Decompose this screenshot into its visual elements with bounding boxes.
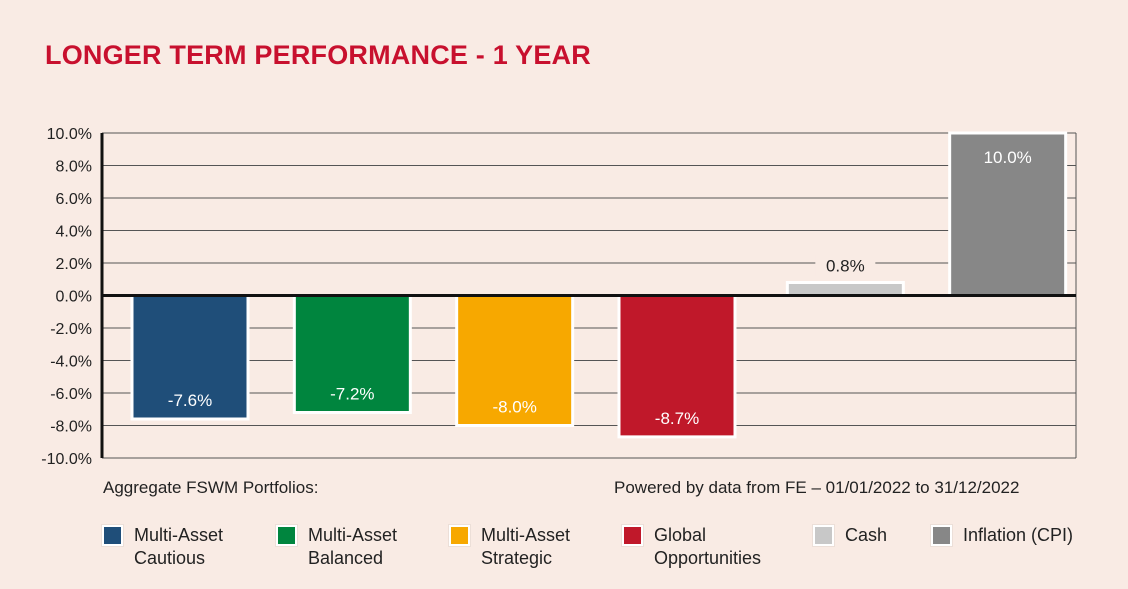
legend-item-multi-asset-strategic: Multi-Asset Strategic (449, 524, 570, 570)
legend-label: Global Opportunities (654, 525, 762, 568)
data-label: 10.0% (984, 148, 1032, 167)
bar (130, 294, 250, 421)
bar (785, 281, 905, 297)
legend-label: Multi-Asset Balanced (308, 525, 398, 568)
bar (292, 294, 412, 414)
legend-label: Multi-Asset Cautious (134, 525, 224, 568)
legend-item-cash: Cash (813, 524, 887, 547)
y-tick-label: -2.0% (50, 321, 92, 338)
bar (617, 294, 737, 439)
y-tick-label: -6.0% (50, 386, 92, 403)
bar (948, 131, 1068, 297)
y-tick-label: 0.0% (56, 289, 92, 306)
legend-label: Multi-Asset Strategic (481, 525, 571, 568)
legend-item-global-opportunities: Global Opportunities (622, 524, 761, 570)
legend-item-multi-asset-cautious: Multi-Asset Cautious (102, 524, 223, 570)
legend-swatch (449, 525, 470, 546)
legend-swatch (931, 525, 952, 546)
footnote-portfolios: Aggregate FSWM Portfolios: (103, 478, 319, 497)
y-tick-label: -8.0% (50, 419, 92, 436)
data-label: -8.7% (655, 409, 699, 428)
legend-label: Inflation (CPI) (963, 525, 1074, 545)
legend-swatch (276, 525, 297, 546)
data-label: -7.6% (168, 391, 212, 410)
legend-swatch (813, 525, 834, 546)
legend-swatch (622, 525, 643, 546)
y-tick-label: 4.0% (56, 224, 92, 241)
chart-title: LONGER TERM PERFORMANCE - 1 YEAR (45, 40, 591, 70)
legend-item-inflation-cpi: Inflation (CPI) (931, 524, 1073, 547)
data-label: 0.8% (826, 257, 865, 276)
bar (455, 294, 575, 427)
legend-label: Cash (845, 525, 888, 545)
y-tick-label: -10.0% (41, 451, 92, 468)
y-tick-label: 6.0% (56, 191, 92, 208)
data-label: -8.0% (492, 398, 536, 417)
data-label: -7.2% (330, 385, 374, 404)
legend-item-multi-asset-balanced: Multi-Asset Balanced (276, 524, 397, 570)
y-tick-label: 2.0% (56, 256, 92, 273)
legend-swatch (102, 525, 123, 546)
y-tick-label: 8.0% (56, 159, 92, 176)
data-label-bg (815, 254, 876, 277)
y-tick-label: 10.0% (47, 126, 92, 143)
footnote-data-source: Powered by data from FE – 01/01/2022 to … (614, 478, 1020, 497)
y-tick-label: -4.0% (50, 354, 92, 371)
